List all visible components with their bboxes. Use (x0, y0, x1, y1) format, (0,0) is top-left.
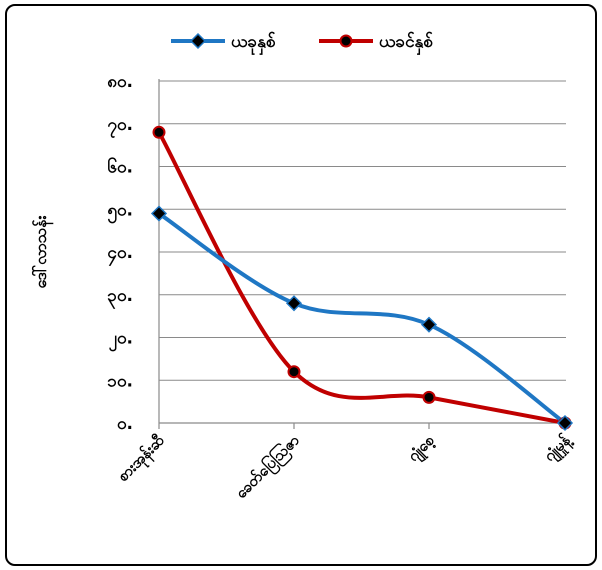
data-point-0-1 (285, 295, 303, 312)
y-tick-labels: ၀. ၁၀. ၂၀. ၃၀. ၄၀. ၅၀. ၆၀. ၇၀. ၈၀. (107, 72, 133, 434)
y-tick-label: ၂၀. (109, 329, 133, 353)
data-point-1-2 (422, 390, 436, 404)
x-tick-label: ဂျုံစေ့ (404, 431, 441, 468)
legend: ယခုနှစ် ယခင်နှစ် (171, 31, 433, 56)
legend-label-1: ယခင်နှစ် (379, 31, 433, 56)
y-tick-label: ၀. (117, 414, 133, 434)
y-tick-label: ၇၀. (107, 115, 133, 139)
legend-marker-1 (339, 34, 353, 48)
series-line-1 (157, 130, 567, 425)
data-point-0-3 (556, 414, 574, 432)
data-point-1-1 (287, 365, 301, 379)
series-markers (150, 125, 574, 432)
legend-marker-0 (189, 32, 207, 50)
gridlines (159, 80, 566, 381)
y-tick-label: ၄၀. (107, 243, 133, 267)
y-axis-title: ဒေါ်လာသန်း (31, 215, 54, 288)
y-tick-label: ၃၀. (107, 286, 133, 310)
y-tick-label: ၆၀. (107, 156, 133, 178)
x-tick-label: ဂျုံမှုန့် (540, 429, 578, 467)
chart-frame (5, 4, 597, 566)
x-tick-label: စားအုန်းဆီ (113, 430, 171, 488)
y-tick-label: ၈၀. (107, 72, 133, 92)
data-point-0-2 (420, 316, 438, 333)
y-tick-label: ၅၀. (107, 200, 133, 224)
data-point-1-0 (152, 125, 166, 139)
series-line-0 (157, 211, 567, 425)
legend-label-0: ယခုနှစ် (231, 31, 276, 56)
y-tick-label: ၁၀. (107, 371, 133, 391)
series-lines (157, 130, 567, 425)
x-tick-label: ခေတ်ပြေဩဇာ (231, 430, 306, 505)
data-point-0-0 (150, 205, 168, 222)
x-tick-labels: စားအုန်းဆီ ခေတ်ပြေဩဇာ ဂျုံစေ့ ဂျုံမှုန့် (113, 429, 577, 504)
